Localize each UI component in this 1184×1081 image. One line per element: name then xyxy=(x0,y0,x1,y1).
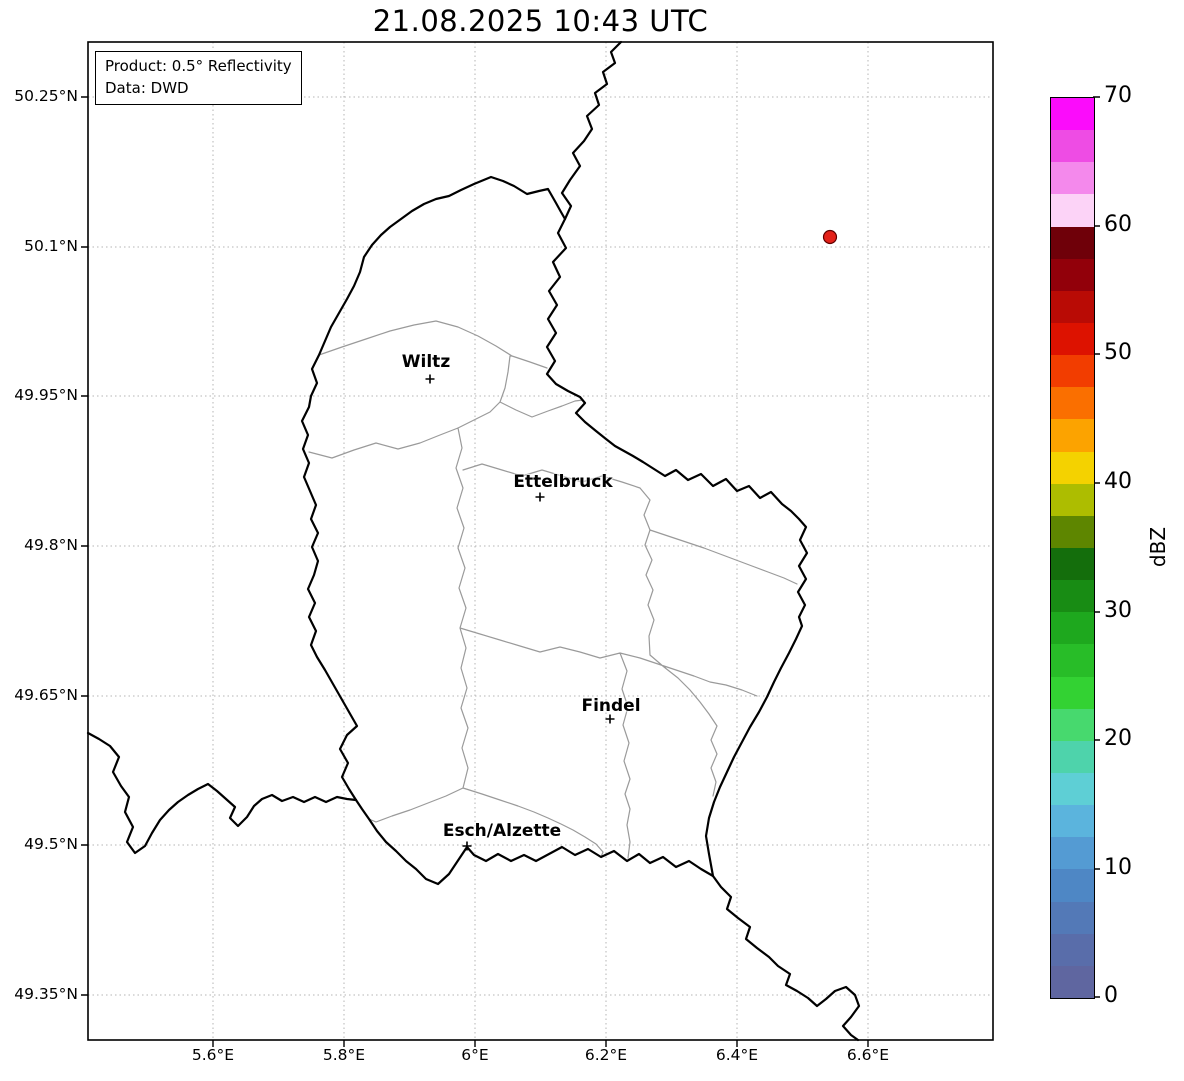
colorbar-band xyxy=(1051,805,1094,838)
colorbar-band xyxy=(1051,772,1094,806)
colorbar-band xyxy=(1051,515,1094,548)
colorbar-band xyxy=(1051,98,1094,131)
colorbar-band xyxy=(1051,644,1094,677)
colorbar-band xyxy=(1051,740,1094,773)
colorbar-band xyxy=(1051,869,1094,902)
colorbar-tick-label: 40 xyxy=(1104,469,1132,494)
colorbar-tick-label: 70 xyxy=(1104,83,1132,108)
lat-tick-label: 49.65°N xyxy=(14,686,78,704)
colorbar-band xyxy=(1051,419,1094,452)
lon-tick-label: 5.6°E xyxy=(191,1046,235,1064)
colorbar-band xyxy=(1051,901,1094,934)
product-info-line2: Data: DWD xyxy=(105,78,189,97)
colorbar-band xyxy=(1051,162,1094,195)
colorbar-band xyxy=(1051,965,1094,998)
lon-tick-label: 5.8°E xyxy=(322,1046,366,1064)
colorbar-band xyxy=(1051,612,1094,645)
city-label-esch-alzette: Esch/Alzette xyxy=(442,821,562,841)
lat-tick-label: 50.25°N xyxy=(14,87,78,105)
product-info-line1: Product: 0.5° Reflectivity xyxy=(105,57,292,75)
lat-tick-label: 49.8°N xyxy=(24,536,78,554)
plot-title: 21.08.2025 10:43 UTC xyxy=(372,4,709,38)
colorbar-band xyxy=(1051,194,1094,227)
lon-tick-label: 6.2°E xyxy=(584,1046,628,1064)
colorbar-band xyxy=(1051,933,1094,966)
colorbar-band xyxy=(1051,547,1094,581)
colorbar-tick-marks xyxy=(1093,96,1100,998)
district-borders xyxy=(308,320,798,859)
colorbar-tick-label: 20 xyxy=(1104,726,1132,751)
plot-frame xyxy=(87,41,994,1041)
lat-tick-label: 50.1°N xyxy=(24,237,78,255)
latitude-gridlines xyxy=(88,96,993,996)
lat-tick-label: 49.5°N xyxy=(24,835,78,853)
colorbar-band xyxy=(1051,483,1094,516)
luxembourg-border xyxy=(300,175,809,886)
colorbar-band xyxy=(1051,130,1094,163)
colorbar-band xyxy=(1051,258,1094,291)
radar-echo-dot xyxy=(822,229,838,245)
colorbar-band xyxy=(1051,837,1094,870)
colorbar-tick-label: 60 xyxy=(1104,212,1132,237)
colorbar-tick-label: 30 xyxy=(1104,598,1132,623)
lat-tick-label: 49.35°N xyxy=(14,985,78,1003)
city-label-ettelbruck: Ettelbruck xyxy=(513,472,613,492)
lon-tick-label: 6.6°E xyxy=(846,1046,890,1064)
colorbar-band xyxy=(1051,226,1094,259)
colorbar-band xyxy=(1051,355,1094,388)
colorbar-tick-label: 50 xyxy=(1104,340,1132,365)
colorbar-axis-label: dBZ xyxy=(1146,526,1170,568)
colorbar-band xyxy=(1051,676,1094,709)
colorbar-band xyxy=(1051,708,1094,741)
colorbar-band xyxy=(1051,290,1094,323)
lon-tick-label: 6.4°E xyxy=(715,1046,759,1064)
axis-tick-marks xyxy=(81,96,869,1047)
colorbar-band xyxy=(1051,580,1094,613)
city-label-findel: Findel xyxy=(581,696,641,716)
colorbar-band xyxy=(1051,322,1094,356)
colorbar-band xyxy=(1051,387,1094,420)
lat-tick-label: 49.95°N xyxy=(14,386,78,404)
colorbar-bands xyxy=(1050,97,1095,999)
colorbar-band xyxy=(1051,451,1094,484)
product-info-box: Product: 0.5° Reflectivity Data: DWD xyxy=(95,51,302,105)
lon-tick-label: 6°E xyxy=(461,1046,489,1064)
colorbar-tick-label: 10 xyxy=(1104,855,1132,880)
city-label-wiltz: Wiltz xyxy=(401,352,451,372)
city-markers xyxy=(425,374,615,851)
neighboring-country-borders xyxy=(86,40,861,1042)
colorbar-tick-label: 0 xyxy=(1104,983,1118,1008)
